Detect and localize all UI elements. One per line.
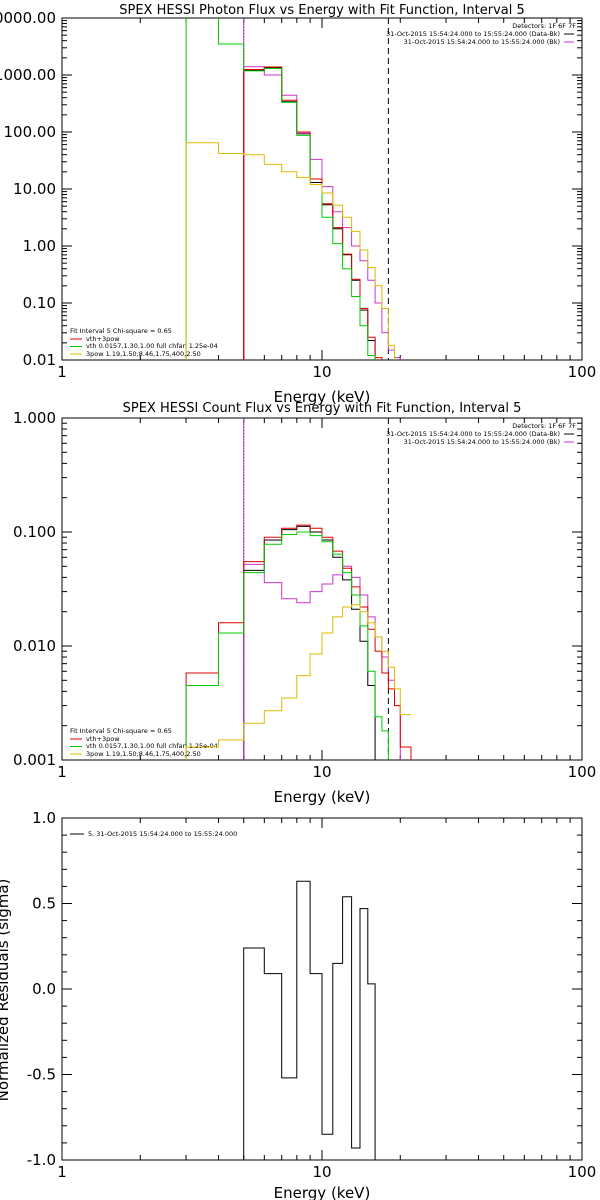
chart-1-y-tick-label: 100.00 (4, 123, 57, 141)
chart-2-y-tick-label: 0.001 (13, 751, 56, 769)
chart-2-y-tick-label: 1.000 (13, 409, 56, 427)
chart-3-xlabel: Energy (keV) (274, 1184, 371, 1200)
chart-1-series-vth-3pow (243, 66, 383, 360)
chart-1-xlabel: Energy (keV) (274, 388, 371, 406)
chart-1-series-vth (185, 18, 383, 360)
chart-2-series-data-bk (243, 525, 376, 760)
chart-1-fit-legend-1: vth 0.0157,1.30,1.00 full chfan 1.25e-04 (86, 342, 218, 350)
chart-1-x-tick-label: 100 (568, 363, 597, 381)
chart-1-x-tick-label: 10 (312, 363, 331, 381)
chart-1-title: SPEX HESSI Photon Flux vs Energy with Fi… (119, 3, 525, 18)
chart-2-series-bk (243, 563, 401, 760)
chart-1-time-legend-0: 31-Oct-2015 15:54:24.000 to 15:55:24.000… (386, 30, 560, 38)
chart-1-fit-legend-0: vth+3pow (86, 335, 120, 343)
chart-3-y-tick-label: 0.5 (32, 895, 56, 913)
chart-2-plot-area (185, 418, 412, 760)
chart-2-fit-legend-0: vth+3pow (86, 735, 120, 743)
chart-3-plot-area (243, 880, 389, 1160)
chart-1-y-tick-label: 1000.00 (0, 66, 56, 84)
chart-3-residual-series (243, 880, 389, 1160)
chart-2-time-legend-0: 31-Oct-2015 15:54:24.000 to 15:55:24.000… (386, 430, 560, 438)
chart-2-y-tick-label: 0.100 (13, 523, 56, 541)
chart-1-y-tick-label: 0.01 (23, 351, 56, 369)
chart-3-x-tick-label: 1 (57, 1163, 67, 1181)
chart-1-y-tick-label: 10.00 (13, 180, 56, 198)
chart-1-plot-area (185, 18, 401, 360)
chart-1-series-data-bk (243, 67, 376, 360)
chart-2-fit-legend-title: Fit Interval 5 Chi-square = 0.65 (70, 727, 172, 735)
chart-3-y-tick-label: -1.0 (27, 1151, 56, 1169)
chart-3-ylabel: Normalized Residuals (sigma) (0, 879, 12, 1102)
chart-1-series-bk (243, 66, 401, 360)
chart-1-detectors: Detectors: 1F 6F 7F (512, 22, 576, 30)
chart-3-y-tick-label: 0.0 (32, 980, 56, 998)
chart-2-title: SPEX HESSI Count Flux vs Energy with Fit… (123, 401, 522, 416)
chart-3-y-tick-label: 1.0 (32, 809, 56, 827)
chart-2-fit-legend-1: vth 0.0157,1.30,1.00 full chfan 1.25e-04 (86, 742, 218, 750)
chart-1-time-legend-1: 31-Oct-2015 15:54:24.000 to 15:55:24.000… (404, 38, 560, 46)
chart-2-x-tick-label: 1 (57, 763, 67, 781)
chart-1-y-tick-label: 1.00 (23, 237, 56, 255)
chart-2-series-vth-3pow (185, 524, 412, 760)
chart-1-y-tick-label: 10000.00 (0, 9, 56, 27)
chart-2-series-vth (185, 531, 389, 760)
chart-2-x-tick-label: 10 (312, 763, 331, 781)
chart-1-fit-legend-title: Fit Interval 5 Chi-square = 0.65 (70, 327, 172, 335)
chart-2-xlabel: Energy (keV) (274, 788, 371, 806)
chart-2-fit-legend-2: 3pow 1.19,1.50,8.46,1.75,400,2.50 (86, 750, 201, 758)
chart-3-x-tick-label: 10 (312, 1163, 331, 1181)
chart-2-series-3pow (185, 604, 411, 760)
chart-1-x-tick-label: 1 (57, 363, 67, 381)
chart-3-x-tick-label: 100 (568, 1163, 597, 1181)
chart-3-legend: 5, 31-Oct-2015 15:54:24.000 to 15:55:24.… (88, 830, 237, 838)
chart-2-time-legend-1: 31-Oct-2015 15:54:24.000 to 15:55:24.000… (404, 438, 560, 446)
chart-2-detectors: Detectors: 1F 6F 7F (512, 422, 576, 430)
chart-2-y-tick-label: 0.010 (13, 637, 56, 655)
chart-1-series-3pow (185, 142, 395, 360)
chart-1-y-tick-label: 0.10 (23, 294, 56, 312)
chart-2-x-tick-label: 100 (568, 763, 597, 781)
chart-3-y-tick-label: -0.5 (27, 1066, 56, 1084)
chart-1-fit-legend-2: 3pow 1.19,1.50,8.46,1.75,400,2.50 (86, 350, 201, 358)
